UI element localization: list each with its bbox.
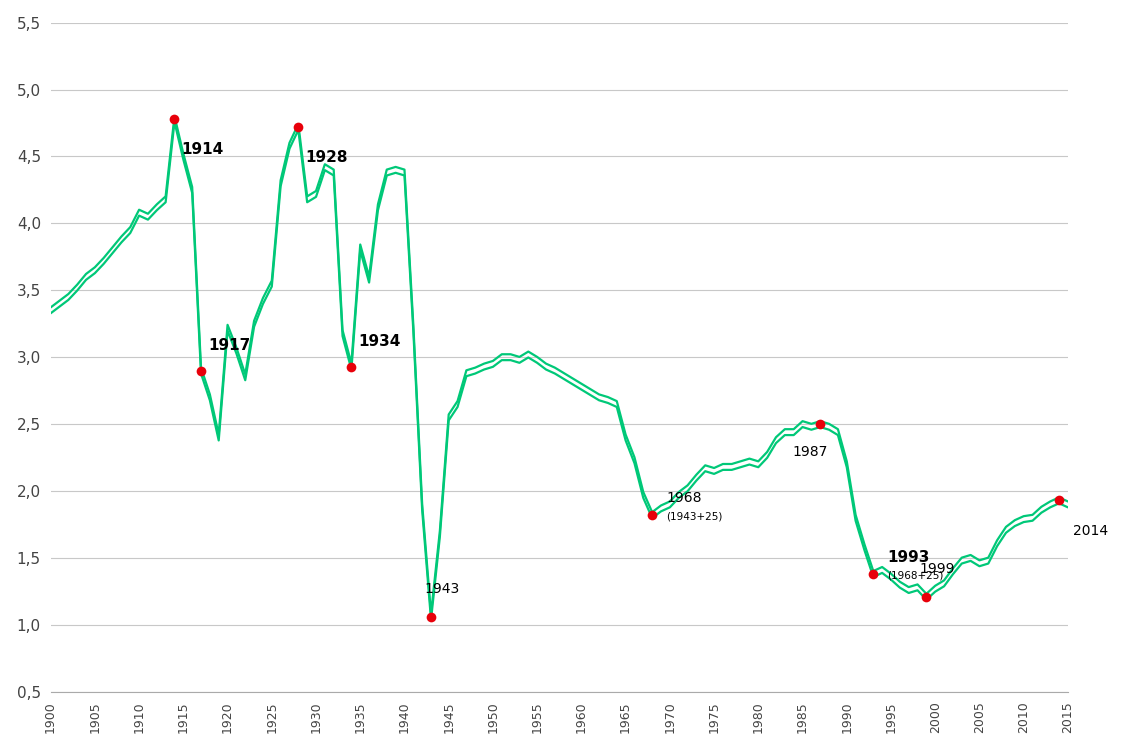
Text: 1987: 1987: [793, 445, 828, 459]
Text: 1928: 1928: [305, 150, 348, 165]
Text: 1934: 1934: [358, 334, 401, 349]
Text: (1968+25): (1968+25): [887, 570, 944, 580]
Text: (1943+25): (1943+25): [667, 512, 723, 521]
Text: 1993: 1993: [887, 550, 930, 565]
Text: 1968: 1968: [667, 491, 701, 506]
Text: 1999: 1999: [920, 562, 955, 576]
Text: 2014: 2014: [1073, 524, 1108, 538]
Text: 1917: 1917: [208, 338, 250, 353]
Text: 1943: 1943: [425, 582, 459, 596]
Text: 1914: 1914: [181, 142, 224, 157]
